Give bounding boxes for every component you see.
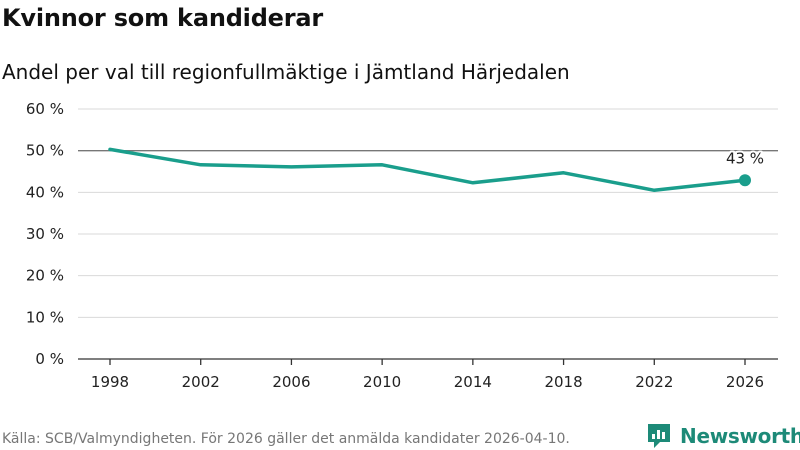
- x-tick-label: 2026: [726, 373, 764, 391]
- y-tick-label: 60 %: [26, 100, 64, 118]
- chart-subtitle: Andel per val till regionfullmäktige i J…: [2, 60, 570, 84]
- y-tick-label: 30 %: [26, 225, 64, 243]
- chart-title: Kvinnor som kandiderar: [2, 4, 324, 32]
- end-value-label: 43 %: [726, 149, 764, 167]
- source-note: Källa: SCB/Valmyndigheten. För 2026 gäll…: [2, 431, 570, 447]
- series-line: [108, 147, 747, 193]
- line-chart: 0 % 10 % 20 % 30 % 40 % 50 % 60 % 1998 2002 2006 2…: [26, 100, 778, 391]
- x-tick-label: 2018: [544, 373, 582, 391]
- x-tick-label: 1998: [91, 373, 129, 391]
- brand-logo: Newsworthy: [646, 422, 800, 450]
- x-tick-label: 2006: [272, 373, 310, 391]
- x-tick-label: 2002: [182, 373, 220, 391]
- brand-name: Newsworthy: [680, 424, 800, 448]
- x-tick-label: 2022: [635, 373, 673, 391]
- y-tick-label: 50 %: [26, 142, 64, 160]
- y-tick-label: 0 %: [35, 350, 64, 368]
- end-point-marker: [739, 174, 751, 187]
- newsworthy-logo-icon: [648, 424, 670, 448]
- x-tick-label: 2014: [454, 373, 492, 391]
- y-tick-label: 10 %: [26, 308, 64, 326]
- x-tick-label: 2010: [363, 373, 401, 391]
- y-tick-label: 20 %: [26, 267, 64, 285]
- y-tick-label: 40 %: [26, 183, 64, 201]
